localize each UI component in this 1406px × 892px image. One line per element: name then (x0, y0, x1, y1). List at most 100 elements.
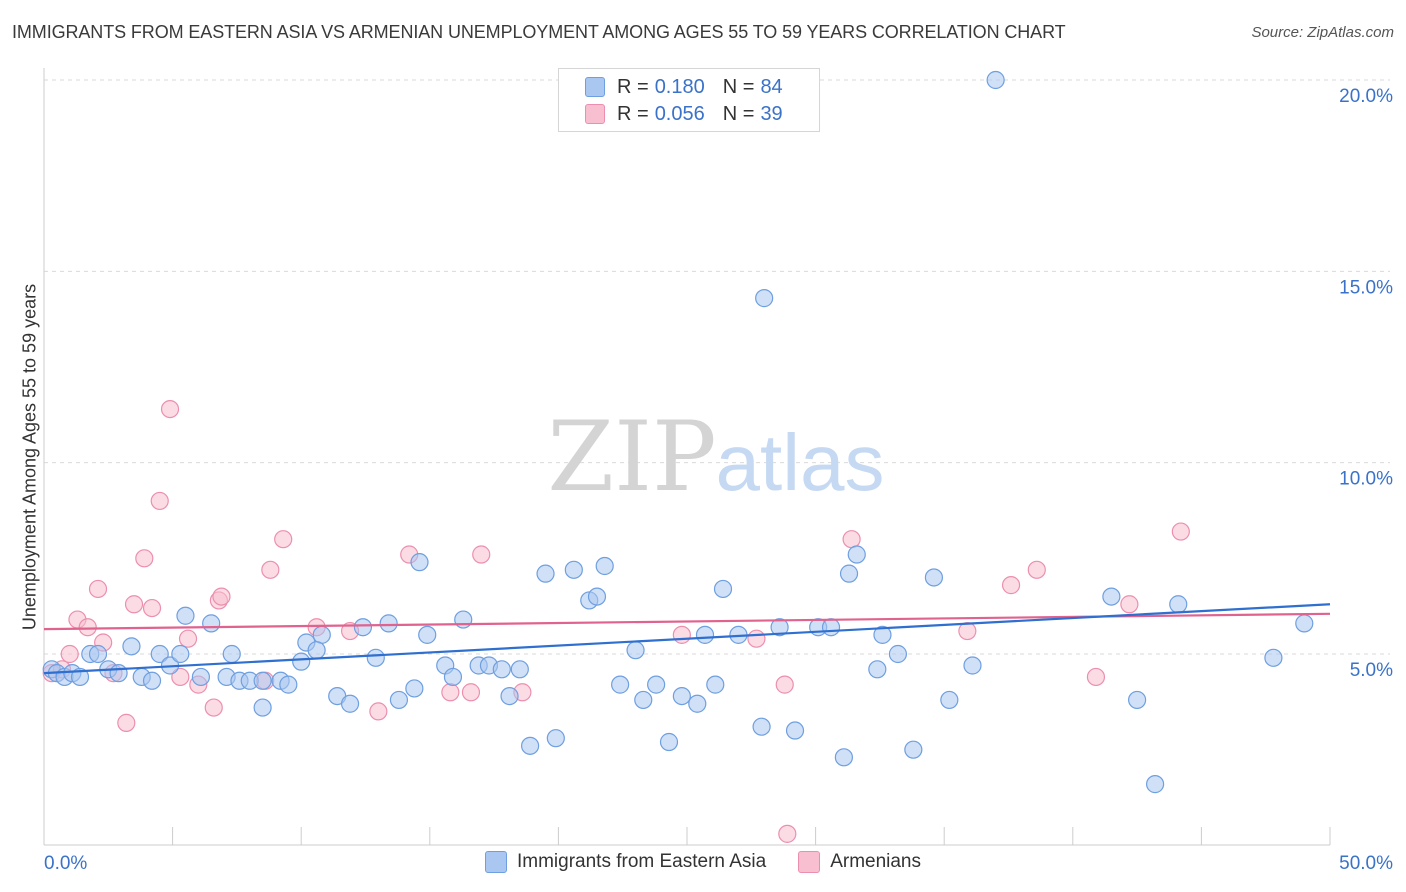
point-eastern-asia-58 (659, 732, 679, 752)
point-armenians-37 (1027, 560, 1046, 579)
point-armenians-22 (274, 530, 293, 549)
x-tick-label-1: 50.0% (1339, 853, 1393, 874)
point-eastern-asia-31 (340, 694, 360, 713)
legend-n-value-2: 39 (760, 102, 783, 125)
series-eastern-asia-points (42, 70, 1314, 794)
point-armenians-19 (212, 587, 231, 606)
point-eastern-asia-4 (70, 667, 90, 687)
point-eastern-asia-78 (924, 568, 944, 587)
point-armenians-11 (142, 598, 162, 618)
point-eastern-asia-57 (647, 675, 666, 694)
point-eastern-asia-25 (279, 675, 298, 694)
point-eastern-asia-29 (307, 641, 326, 660)
point-armenians-32 (747, 629, 766, 648)
point-eastern-asia-87 (1146, 775, 1165, 794)
axes (43, 68, 1331, 846)
point-eastern-asia-72 (839, 564, 859, 583)
point-eastern-asia-32 (353, 618, 373, 637)
point-eastern-asia-71 (834, 748, 853, 767)
point-armenians-21 (261, 560, 280, 579)
point-armenians-31 (672, 625, 691, 644)
point-eastern-asia-80 (963, 656, 982, 675)
point-eastern-asia-68 (785, 721, 805, 740)
point-eastern-asia-65 (752, 717, 771, 736)
point-eastern-asia-37 (410, 553, 429, 572)
bottom-legend-swatch-blue (484, 851, 507, 873)
legend-n-value-1: 84 (760, 75, 783, 98)
point-eastern-asia-36 (405, 679, 424, 698)
point-eastern-asia-6 (88, 644, 108, 664)
point-eastern-asia-86 (1295, 614, 1314, 633)
point-eastern-asia-54 (611, 675, 630, 694)
y-tick-label-3: 20.0% (1339, 86, 1393, 107)
point-eastern-asia-53 (595, 556, 614, 576)
legend-r-label: R = (617, 102, 649, 125)
legend-n-label: N = (722, 102, 755, 125)
point-armenians-12 (150, 491, 169, 511)
legend-row-eastern-asia: R = 0.180 N = 84 (585, 74, 783, 100)
point-eastern-asia-82 (1102, 587, 1121, 606)
y-tick-label-2: 15.0% (1339, 277, 1393, 298)
chart-title: IMMIGRANTS FROM EASTERN ASIA VS ARMENIAN… (12, 22, 1066, 42)
point-eastern-asia-11 (142, 671, 162, 690)
point-eastern-asia-38 (418, 625, 437, 644)
point-eastern-asia-26 (292, 652, 311, 671)
point-eastern-asia-66 (755, 289, 774, 308)
y-tick-label-0: 5.0% (1350, 660, 1393, 681)
point-eastern-asia-59 (672, 686, 691, 706)
bottom-legend-swatch-pink (798, 851, 821, 873)
point-eastern-asia-8 (109, 664, 128, 683)
y-axis-label: Unemployment Among Ages 55 to 59 years (19, 283, 40, 631)
point-eastern-asia-35 (389, 690, 409, 710)
point-eastern-asia-76 (888, 644, 908, 664)
legend-swatch-blue (585, 77, 605, 97)
point-armenians-34 (842, 530, 861, 549)
point-armenians-4 (78, 618, 97, 637)
bottom-legend-eastern-asia: Immigrants from Eastern Asia (484, 851, 767, 873)
point-armenians-13 (160, 399, 180, 419)
point-eastern-asia-62 (706, 675, 725, 694)
point-eastern-asia-81 (986, 70, 1005, 90)
legend-n-label: N = (722, 75, 755, 98)
point-eastern-asia-50 (564, 560, 583, 579)
point-eastern-asia-34 (379, 614, 398, 633)
point-armenians-17 (204, 698, 223, 717)
point-eastern-asia-48 (536, 564, 555, 583)
watermark: ZIP atlas (547, 401, 884, 513)
point-eastern-asia-47 (521, 736, 540, 755)
point-armenians-15 (178, 629, 198, 648)
point-eastern-asia-55 (626, 641, 645, 660)
legend-r-value-2: 0.056 (654, 102, 705, 125)
legend-swatch-pink (585, 104, 605, 124)
watermark-zip: ZIP (547, 401, 716, 513)
point-eastern-asia-75 (873, 625, 892, 644)
point-eastern-asia-16 (191, 667, 210, 687)
point-eastern-asia-19 (222, 644, 241, 664)
point-eastern-asia-40 (443, 667, 463, 687)
trend-line-eastern-asia (43, 603, 1331, 675)
point-eastern-asia-23 (253, 698, 272, 717)
point-armenians-36 (1001, 576, 1021, 595)
point-eastern-asia-56 (634, 690, 653, 710)
point-eastern-asia-84 (1127, 690, 1147, 710)
point-eastern-asia-74 (868, 660, 887, 679)
point-armenians-29 (472, 545, 491, 564)
point-armenians-38 (1086, 667, 1106, 687)
bottom-legend-label-1: Immigrants from Eastern Asia (516, 851, 767, 872)
point-eastern-asia-73 (847, 545, 866, 564)
bottom-legend: Immigrants from Eastern Asia Armenians (0, 851, 1406, 873)
point-armenians-8 (117, 713, 136, 732)
point-eastern-asia-85 (1264, 648, 1283, 667)
point-eastern-asia-63 (713, 579, 733, 599)
legend-r-label: R = (617, 75, 649, 98)
y-tick-label-1: 10.0% (1339, 469, 1393, 490)
x-tick-label-0: 0.0% (44, 853, 87, 874)
point-eastern-asia-79 (940, 690, 959, 710)
point-armenians-25 (369, 702, 388, 721)
point-eastern-asia-15 (176, 606, 195, 625)
point-eastern-asia-17 (202, 614, 221, 633)
point-armenians-40 (1171, 522, 1190, 541)
legend-r-value-1: 0.180 (654, 75, 705, 98)
legend: R = 0.180 N = 84 R = 0.056 N = 39 (558, 68, 820, 132)
bottom-legend-armenians: Armenians (798, 851, 921, 873)
